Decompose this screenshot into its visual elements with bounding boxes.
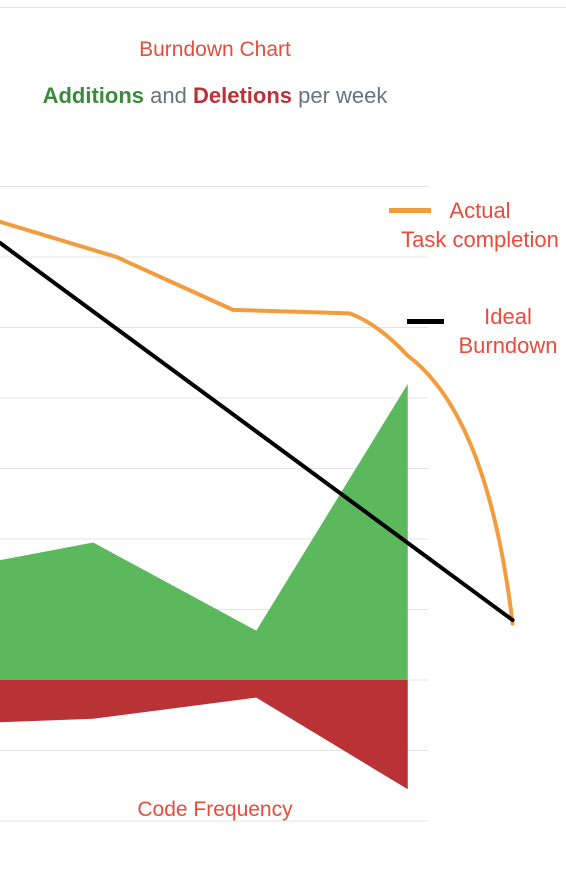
code-frequency-areas — [0, 383, 408, 790]
burndown-lines — [0, 219, 515, 626]
chart-subtitle: Additions and Deletions per week — [0, 83, 430, 109]
legend-actual-line-1: Actual — [449, 198, 511, 223]
legend-ideal-line-2: Burndown — [458, 333, 558, 358]
legend-actual-line-2: Task completion — [401, 227, 559, 252]
top-divider — [0, 7, 566, 8]
area-additions — [0, 383, 408, 680]
subtitle-deletions: Deletions — [192, 83, 292, 108]
chart-title: Burndown Chart — [139, 38, 291, 61]
legend-label-actual: Actual Task completion — [380, 196, 566, 254]
line-actual-task-completion — [0, 219, 515, 626]
chart-footer-label: Code Frequency — [137, 798, 293, 821]
area-deletions — [0, 680, 408, 790]
subtitle-and: and — [144, 83, 193, 108]
subtitle-per-week: per week — [292, 83, 388, 108]
legend-ideal-line-1: Ideal — [484, 304, 532, 329]
legend-swatch-ideal — [407, 319, 444, 324]
legend-swatch-actual — [389, 208, 431, 213]
legend-label-ideal: Ideal Burndown — [446, 302, 566, 360]
line-ideal-burndown — [0, 240, 515, 623]
subtitle-additions: Additions — [42, 83, 145, 108]
